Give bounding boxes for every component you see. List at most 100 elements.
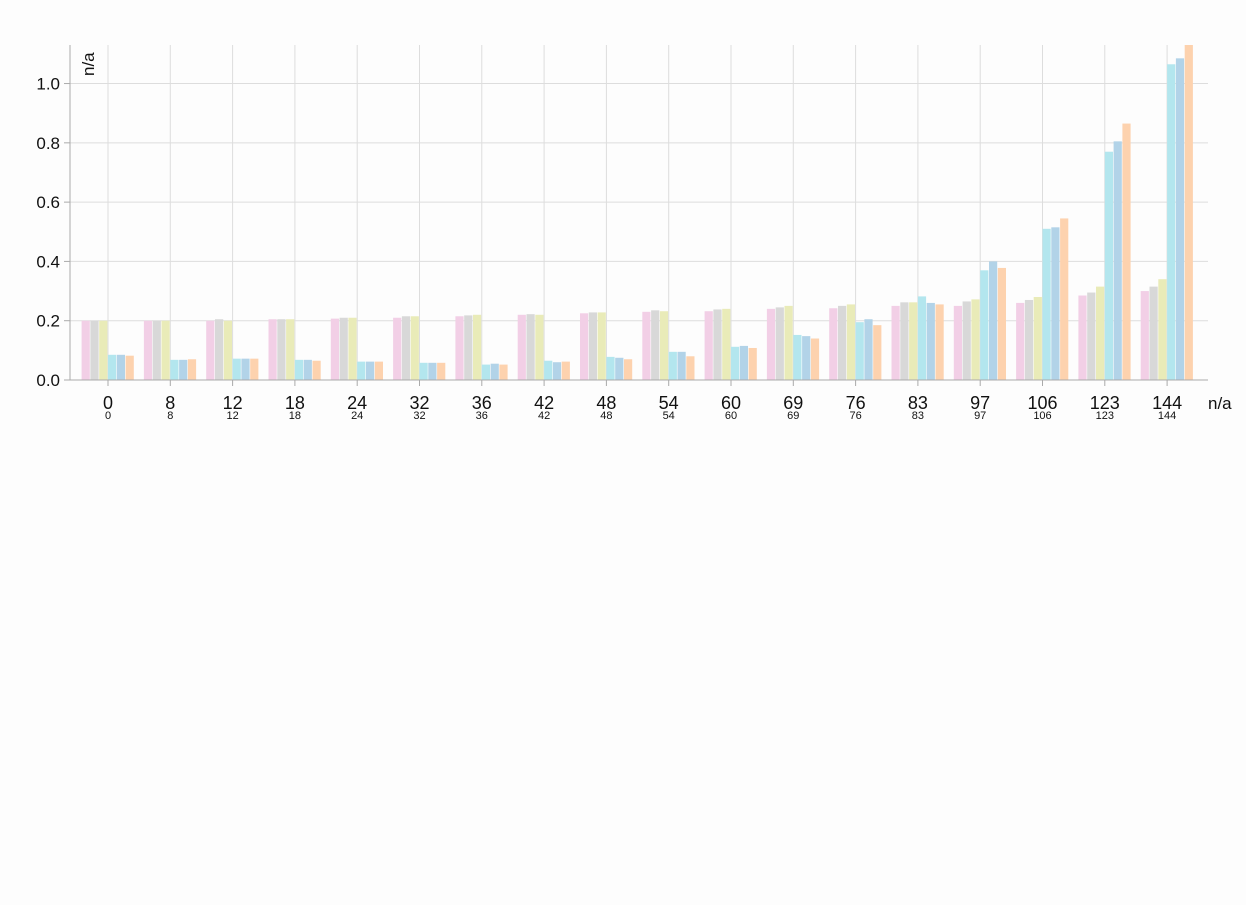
bar (864, 319, 873, 380)
x-tick-sublabel: 12 (226, 410, 238, 422)
bar (651, 310, 660, 380)
bar (891, 305, 900, 380)
bar (215, 319, 224, 380)
bar (606, 356, 615, 380)
x-tick-label: 36 (472, 393, 492, 413)
y-tick-label: 0.8 (36, 134, 60, 153)
bar (250, 358, 259, 380)
bar (846, 304, 855, 380)
x-tick-label: 69 (783, 393, 803, 413)
bar (455, 316, 464, 380)
bar (677, 351, 686, 380)
bar (1096, 286, 1105, 380)
bar (303, 359, 312, 380)
bar (580, 313, 589, 380)
bar (473, 314, 482, 380)
bars (81, 45, 1193, 381)
bar (206, 320, 215, 380)
bar (597, 312, 606, 380)
bar (125, 355, 134, 380)
x-tick-label: 32 (409, 393, 429, 413)
bar (143, 320, 153, 380)
bar (170, 359, 179, 380)
x-tick-sublabel: 18 (289, 410, 301, 422)
bar (1158, 279, 1167, 380)
bar (161, 320, 170, 380)
x-tick-label: 76 (846, 393, 866, 413)
x-tick-label: 8 (165, 393, 175, 413)
bar (339, 317, 348, 380)
bar (917, 296, 927, 380)
bar (838, 305, 847, 380)
bar (366, 361, 375, 380)
x-tick-sublabel: 123 (1096, 410, 1114, 422)
bar (1051, 227, 1060, 380)
bar (659, 311, 669, 380)
bar (81, 320, 90, 380)
bar (544, 360, 553, 380)
x-tick-sublabel: 48 (600, 410, 612, 422)
bar (552, 362, 562, 380)
x-tick-label: 123 (1090, 393, 1120, 413)
bar (713, 309, 722, 380)
bar (419, 362, 428, 380)
x-tick-label: 83 (908, 393, 928, 413)
x-tick-label: 42 (534, 393, 554, 413)
x-tick-label: 0 (103, 393, 113, 413)
bar (1113, 141, 1122, 380)
bar (490, 363, 499, 380)
bar (294, 359, 304, 380)
bar (971, 299, 980, 380)
y-tick-label: 0.0 (36, 371, 60, 390)
vertical-grid (107, 45, 1168, 380)
bar (428, 362, 437, 380)
bar (686, 356, 695, 380)
bar (935, 304, 944, 380)
bar (1016, 302, 1025, 380)
bar (401, 316, 411, 380)
x-tick-label: 18 (285, 393, 305, 413)
bar (517, 314, 526, 380)
x-tick-label: 54 (659, 393, 679, 413)
x-tick-sublabel: 83 (912, 410, 924, 422)
bar (722, 308, 731, 380)
x-tick-sublabel: 24 (351, 410, 363, 422)
x-tick-label: 144 (1152, 393, 1182, 413)
bar (232, 358, 241, 380)
x-tick-label: 12 (223, 393, 243, 413)
x-tick-sublabel: 144 (1158, 410, 1176, 422)
bar (962, 301, 971, 380)
bar (1078, 295, 1087, 380)
bar (615, 357, 624, 380)
y-tick-label: 0.4 (36, 252, 60, 271)
bar (268, 319, 277, 380)
x-tick-label: 24 (347, 393, 367, 413)
x-tick-sublabel: 0 (105, 410, 111, 422)
bar (624, 359, 633, 380)
bar (108, 354, 117, 380)
bar (152, 320, 161, 380)
bar (793, 334, 802, 380)
bar (980, 270, 989, 380)
x-tick-label: 106 (1027, 393, 1057, 413)
bar (277, 319, 286, 380)
bar (116, 354, 125, 380)
bar (90, 320, 99, 380)
bar (829, 308, 838, 380)
x-tick-sublabel: 60 (725, 410, 737, 422)
bar (1149, 286, 1158, 380)
y-tick-label: 1.0 (36, 75, 60, 94)
x-tick-sublabel: 42 (538, 410, 550, 422)
bar (810, 338, 820, 380)
x-tick-label: 97 (970, 393, 990, 413)
x-tick-sublabel: 106 (1033, 410, 1051, 422)
x-tick-sublabel: 32 (413, 410, 425, 422)
bar (926, 302, 935, 380)
bar (953, 305, 962, 380)
bar (989, 261, 998, 380)
bar (997, 267, 1006, 380)
bar (802, 336, 811, 380)
x-tick-sublabel: 76 (849, 410, 861, 422)
bar (748, 347, 757, 380)
